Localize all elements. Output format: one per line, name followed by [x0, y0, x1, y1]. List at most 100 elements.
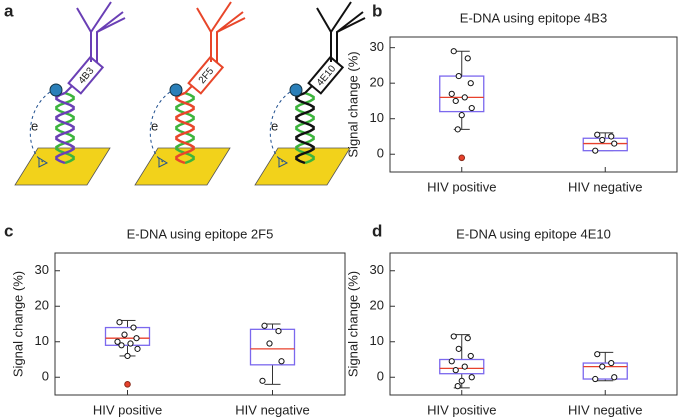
y-axis-label: Signal change (%): [345, 271, 360, 377]
data-point: [594, 131, 601, 138]
data-point: [608, 359, 615, 367]
y-tick-label: 0: [377, 146, 384, 161]
electron-label: e: [151, 118, 158, 133]
dna-strand: [55, 91, 75, 165]
y-axis-label: Signal change (%): [10, 271, 25, 377]
data-point: [133, 335, 140, 342]
antibody-construct: e 2F5: [134, 1, 246, 186]
electron-path: [269, 91, 291, 163]
data-point: [468, 104, 475, 112]
epitope-box: [307, 55, 345, 95]
chart-title: E-DNA using epitope 4E10: [456, 226, 611, 241]
electron-label: e: [271, 118, 278, 133]
data-point: [594, 351, 601, 358]
redox-reporter: [169, 83, 183, 97]
data-point: [611, 374, 618, 381]
data-point: [278, 358, 285, 365]
antibody-construct: e 4B3: [14, 1, 126, 186]
data-point: [599, 363, 606, 370]
data-point: [261, 322, 268, 329]
y-tick-label: 10: [370, 333, 384, 348]
epitope: 4B3: [67, 55, 105, 95]
chart-title: E-DNA using epitope 2F5: [127, 226, 274, 241]
redox-reporter: [289, 83, 303, 97]
arrow-head: [158, 157, 169, 168]
data-point: [452, 97, 459, 105]
box: [439, 75, 485, 113]
data-point: [134, 345, 141, 352]
data-point: [114, 338, 121, 345]
data-point: [124, 352, 131, 360]
x-tick-label: HIV positive: [93, 402, 162, 417]
data-point: [448, 358, 455, 365]
electrode: [134, 147, 231, 186]
electron-label: e: [31, 118, 38, 133]
panel-label: a: [4, 1, 14, 20]
data-point: [452, 367, 459, 374]
chart-title: E-DNA using epitope 4B3: [460, 10, 607, 25]
y-tick-label: 10: [370, 110, 384, 125]
dna-strand: [175, 91, 195, 165]
outlier: [124, 381, 131, 388]
panel-label: c: [4, 221, 13, 240]
data-point: [121, 331, 128, 338]
y-tick-label: 20: [370, 75, 384, 90]
data-point: [455, 72, 462, 80]
electrode: [14, 147, 111, 186]
data-point: [467, 80, 474, 87]
x-tick-label: HIV negative: [568, 402, 642, 417]
epitope-box: [187, 55, 225, 95]
data-point: [116, 319, 123, 326]
data-point: [599, 136, 606, 144]
data-point: [448, 90, 455, 97]
y-tick-label: 0: [377, 369, 384, 384]
box: [104, 326, 151, 346]
y-tick-label: 30: [370, 39, 384, 54]
x-tick-label: HIV negative: [568, 179, 642, 194]
y-tick-label: 0: [42, 369, 49, 384]
dna-strand: [175, 91, 195, 165]
panel-label: d: [372, 221, 382, 240]
arrow-head: [278, 157, 289, 168]
data-point: [461, 94, 468, 101]
data-point: [592, 375, 599, 383]
data-point: [450, 333, 457, 340]
y-tick-label: 20: [370, 298, 384, 313]
y-tick-label: 10: [35, 333, 49, 348]
antibody: [196, 1, 246, 62]
dna-strand: [295, 91, 315, 165]
data-point: [130, 324, 137, 331]
x-tick-label: HIV positive: [427, 402, 496, 417]
epitope: 2F5: [187, 55, 225, 95]
data-point: [467, 352, 474, 360]
antibody: [76, 1, 126, 62]
arrow-head: [38, 157, 49, 168]
data-point: [454, 383, 461, 390]
data-point: [118, 342, 125, 349]
data-point: [468, 374, 475, 381]
electron-path: [149, 91, 171, 163]
plot-frame: [389, 36, 678, 173]
data-point: [608, 133, 615, 140]
dna-strand: [295, 91, 315, 165]
electron-path: [29, 91, 51, 163]
data-point: [450, 48, 457, 55]
y-tick-label: 30: [370, 262, 384, 277]
plot-frame: [389, 252, 678, 396]
data-point: [464, 335, 471, 342]
data-point: [464, 55, 471, 62]
data-point: [455, 345, 462, 352]
data-point: [611, 140, 618, 147]
antibody: [316, 1, 366, 62]
x-tick-label: HIV negative: [235, 402, 309, 417]
data-point: [454, 126, 461, 133]
y-tick-label: 30: [35, 262, 49, 277]
data-point: [127, 340, 134, 347]
data-point: [458, 377, 465, 384]
box: [249, 328, 296, 366]
panel-label: b: [372, 1, 382, 20]
redox-reporter: [49, 83, 63, 97]
epitope: 4E10: [307, 55, 345, 95]
data-point: [266, 340, 273, 347]
